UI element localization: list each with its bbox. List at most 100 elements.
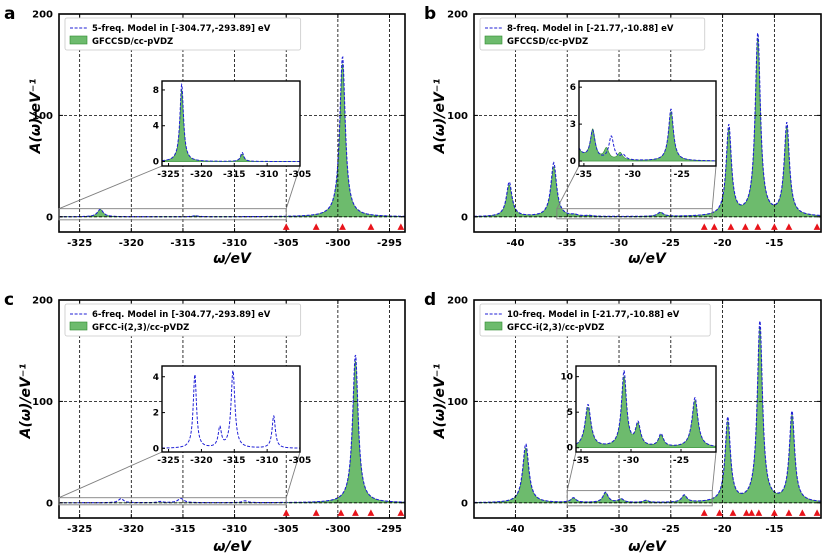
legend-reference-label: GFCCSD/cc-pVDZ bbox=[507, 37, 588, 47]
frequency-marker bbox=[741, 223, 749, 230]
legend-box bbox=[64, 303, 302, 337]
y-tick-label: 0 bbox=[46, 498, 53, 509]
inset-region-box bbox=[58, 497, 287, 506]
x-tick-label: -20 bbox=[714, 238, 732, 249]
frequency-marker bbox=[282, 509, 290, 516]
frequency-marker bbox=[813, 509, 821, 516]
x-tick-label: -315 bbox=[170, 238, 195, 249]
inset-y-tick-label: 0 bbox=[153, 158, 159, 168]
x-tick-label: -35 bbox=[558, 238, 576, 249]
frequency-marker bbox=[785, 223, 793, 230]
spectrum-layer bbox=[576, 369, 716, 449]
panel-letter-c: c bbox=[4, 290, 14, 310]
x-tick-label: -300 bbox=[325, 238, 350, 249]
inset-y-tick-label: 8 bbox=[153, 86, 159, 96]
legend-reference-label: GFCC-i(2,3)/cc-pVDZ bbox=[92, 323, 189, 333]
x-tick-label: -320 bbox=[119, 524, 144, 535]
inset-y-tick-label: 2 bbox=[153, 409, 159, 419]
inset-y-tick-label: 4 bbox=[153, 122, 159, 132]
frequency-marker bbox=[397, 509, 405, 516]
spectrum-layer bbox=[579, 108, 716, 162]
legend-reference-swatch bbox=[484, 321, 503, 331]
spectrum-layer bbox=[162, 369, 300, 449]
frequency-marker bbox=[743, 509, 750, 516]
frequency-marker bbox=[700, 223, 708, 230]
frequency-marker bbox=[339, 223, 346, 230]
legend-model-label: 6-freq. Model in [-304.77,-293.89] eV bbox=[92, 310, 271, 320]
inset-x-tick-label: -305 bbox=[289, 456, 312, 466]
plot-frame bbox=[473, 299, 822, 519]
frequency-marker bbox=[729, 509, 737, 516]
legend-reference-label: GFCCSD/cc-pVDZ bbox=[92, 37, 173, 47]
inset-frame bbox=[161, 365, 301, 453]
y-tick-label: 200 bbox=[447, 296, 468, 307]
legend-reference-swatch bbox=[69, 321, 88, 331]
inset-x-tick-label: -325 bbox=[157, 456, 180, 466]
x-tick-label: -30 bbox=[610, 524, 628, 535]
frequency-marker bbox=[727, 223, 735, 230]
inset-x-tick-label: -320 bbox=[190, 170, 213, 180]
inset-x-tick-label: -25 bbox=[673, 456, 689, 466]
y-tick-label: 100 bbox=[32, 111, 53, 122]
frequency-marker bbox=[397, 223, 405, 230]
model-spectrum-line bbox=[579, 108, 716, 162]
y-tick-label: 100 bbox=[447, 111, 468, 122]
x-tick-label: -295 bbox=[377, 524, 402, 535]
inset-connector bbox=[711, 165, 717, 209]
model-spectrum-line bbox=[162, 369, 300, 449]
x-axis-label: ω/eV bbox=[628, 539, 667, 555]
frequency-marker bbox=[813, 223, 821, 230]
spectrum-layer bbox=[474, 320, 821, 504]
spectrum-layer bbox=[474, 32, 821, 218]
y-axis-label: A(ω)/eV⁻¹ bbox=[18, 364, 34, 440]
frequency-marker bbox=[785, 509, 793, 516]
y-tick-label: 100 bbox=[32, 397, 53, 408]
legend-reference-swatch bbox=[484, 35, 503, 45]
panel-letter-a: a bbox=[4, 4, 15, 24]
legend-reference-label: GFCC-i(2,3)/cc-pVDZ bbox=[507, 323, 604, 333]
inset-x-tick-label: -30 bbox=[623, 456, 639, 466]
x-tick-label: -320 bbox=[119, 238, 144, 249]
legend-model-label: 5-freq. Model in [-304.77,-293.89] eV bbox=[92, 24, 271, 34]
x-tick-label: -305 bbox=[274, 524, 299, 535]
x-tick-label: -305 bbox=[274, 238, 299, 249]
legend-model-label: 8-freq. Model in [-21.77,-10.88] eV bbox=[507, 24, 674, 34]
x-axis-label: ω/eV bbox=[628, 251, 667, 267]
x-tick-label: -25 bbox=[662, 524, 680, 535]
inset-y-tick-label: 5 bbox=[567, 408, 573, 418]
inset-x-tick-label: -310 bbox=[256, 456, 279, 466]
inset-connector bbox=[566, 451, 577, 491]
inset-region-box bbox=[556, 208, 713, 220]
inset-x-tick-label: -35 bbox=[576, 170, 592, 180]
inset-background bbox=[579, 81, 716, 166]
panel-b: b A(ω)/eV⁻¹ ω/eV -40 -35 -30 -25 -20 -15 0 100 2… bbox=[424, 4, 822, 267]
frequency-marker bbox=[754, 223, 762, 230]
y-tick-label: 200 bbox=[32, 10, 53, 21]
panel-c: c A(ω)/eV⁻¹ ω/eV -325 -320 -315 -310 -305 -30… bbox=[4, 290, 406, 555]
x-tick-label: -25 bbox=[662, 238, 680, 249]
model-spectrum-line bbox=[162, 82, 300, 162]
y-tick-label: 100 bbox=[447, 397, 468, 408]
y-tick-label: 0 bbox=[461, 212, 468, 223]
inset-y-tick-label: 6 bbox=[570, 83, 576, 93]
inset-x-tick-label: -310 bbox=[256, 170, 279, 180]
inset-region-box bbox=[58, 208, 287, 221]
spectrum-layer bbox=[162, 82, 300, 162]
plot-frame bbox=[473, 13, 822, 233]
inset-plot: -325 -320 -315 -310 -305 0 2 4 bbox=[153, 365, 312, 466]
x-axis-label: ω/eV bbox=[213, 251, 252, 267]
x-tick-label: -325 bbox=[67, 524, 92, 535]
inset-x-tick-label: -315 bbox=[223, 170, 246, 180]
inset-connector bbox=[58, 165, 163, 210]
x-tick-label: -325 bbox=[67, 238, 92, 249]
inset-y-tick-label: 4 bbox=[153, 373, 159, 383]
frequency-marker bbox=[748, 509, 755, 516]
y-axis-label: A(ω)/eV⁻¹ bbox=[432, 79, 448, 155]
inset-x-tick-label: -325 bbox=[157, 170, 180, 180]
x-tick-label: -35 bbox=[558, 524, 576, 535]
frequency-marker bbox=[282, 223, 290, 230]
frequency-marker bbox=[770, 223, 778, 230]
inset-connector bbox=[711, 451, 717, 491]
frequency-marker bbox=[352, 509, 359, 516]
x-tick-label: -300 bbox=[325, 524, 350, 535]
